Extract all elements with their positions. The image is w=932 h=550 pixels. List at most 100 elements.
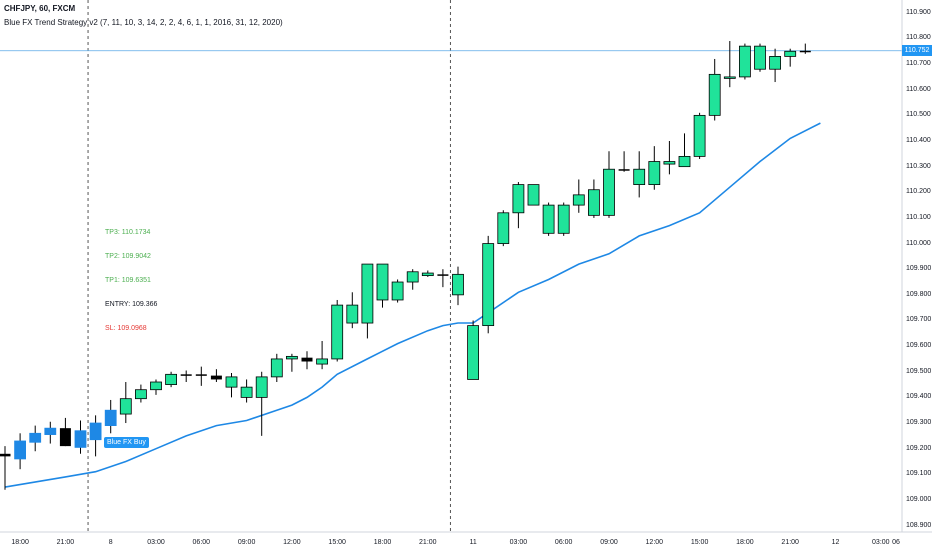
y-tick-label: 109.300	[906, 419, 932, 427]
candle	[482, 235, 495, 334]
candle-body	[572, 194, 585, 206]
x-tick-label: 09:00	[237, 539, 256, 546]
tp2-label: TP2: 109.9042	[105, 253, 151, 260]
candle	[44, 421, 57, 444]
candle-body	[678, 155, 691, 168]
candle-body	[769, 56, 781, 70]
candle	[406, 269, 419, 290]
candle	[708, 58, 721, 121]
candle-body	[89, 422, 102, 441]
x-tick-label: 06:00	[192, 539, 211, 546]
candle-body	[270, 358, 283, 378]
candle	[361, 263, 374, 339]
candle	[240, 379, 253, 403]
x-tick-label: 12	[831, 539, 840, 546]
candle	[633, 151, 646, 198]
candle-body	[391, 281, 404, 301]
candle-body	[346, 304, 359, 324]
y-tick-label: 110.200	[906, 188, 931, 196]
y-tick-label: 110.300	[906, 162, 931, 170]
candle-body	[301, 357, 313, 362]
candle	[180, 370, 192, 383]
y-tick-label: 109.500	[906, 367, 932, 375]
candle-body	[799, 50, 811, 53]
candle	[693, 112, 706, 159]
y-tick-label: 109.900	[906, 265, 932, 273]
candle	[195, 366, 207, 386]
tp1-label: TP1: 109.6351	[105, 277, 151, 284]
candle	[104, 399, 117, 434]
candle-body	[406, 271, 419, 283]
x-tick-label: 18:00	[373, 539, 392, 546]
x-tick-label: 11	[469, 539, 477, 546]
y-tick-label: 110.500	[906, 111, 931, 119]
y-tick-label: 109.700	[906, 316, 932, 324]
candle-body	[255, 376, 268, 398]
candle	[678, 133, 691, 168]
y-tick-label: 109.100	[906, 470, 932, 478]
candle-body	[165, 373, 178, 385]
candle-body	[195, 374, 207, 376]
candle-body	[603, 168, 615, 216]
candle-body	[331, 304, 344, 360]
x-tick-label: 03:00	[147, 539, 165, 546]
candle-body	[104, 409, 117, 426]
candle	[376, 263, 389, 308]
candle	[739, 43, 751, 80]
y-tick-label: 110.900	[906, 8, 931, 16]
candle-body	[723, 76, 736, 79]
candle	[437, 269, 449, 288]
y-tick-label: 109.200	[906, 444, 932, 452]
candle-body	[74, 430, 87, 448]
candle-body	[708, 73, 721, 116]
y-tick-label: 109.800	[906, 290, 932, 298]
candle	[527, 184, 540, 206]
candle	[316, 340, 329, 370]
candle	[452, 266, 464, 306]
session-breaks	[87, 0, 451, 532]
candle-body	[437, 274, 449, 276]
candle	[467, 320, 480, 380]
candle-body	[44, 427, 57, 435]
candle-body	[693, 114, 706, 157]
candle	[270, 353, 283, 383]
candle-body	[285, 355, 298, 360]
tp3-label: TP3: 110.1734	[105, 229, 151, 236]
candle-body	[527, 184, 540, 206]
candle	[89, 415, 102, 457]
y-tick-label: 110.800	[906, 34, 931, 42]
candle-body	[29, 432, 42, 443]
candle	[134, 384, 147, 403]
candle	[225, 373, 238, 398]
candle-body	[361, 263, 374, 324]
sl-label: SL: 109.0968	[105, 325, 147, 332]
candle-body	[316, 358, 329, 365]
candle-body	[119, 398, 132, 415]
x-tick-label: 15:00	[690, 539, 709, 546]
chart-symbol: CHFJPY, 60, FXCM	[4, 4, 76, 13]
y-tick-label: 108.900	[906, 521, 932, 529]
candle	[421, 270, 434, 277]
candle-body	[0, 453, 11, 457]
candle-body	[482, 243, 495, 327]
y-tick-label: 109.000	[906, 495, 932, 503]
candle	[618, 151, 630, 172]
buy-signal-label: Blue FX Buy	[104, 437, 149, 448]
candles	[0, 41, 811, 490]
candle-body	[663, 161, 676, 165]
candle-body	[542, 204, 555, 234]
y-tick-label: 110.000	[906, 239, 931, 247]
indicator-title: Blue FX Trend Strategy v2 (7, 11, 10, 3,…	[4, 18, 283, 27]
candle-body	[421, 272, 434, 277]
x-tick-label: 09:00	[600, 539, 618, 546]
candle	[588, 179, 600, 218]
candle-body	[14, 440, 27, 460]
x-tick-label: 21:00	[781, 539, 799, 546]
candle	[150, 379, 162, 395]
y-tick-label: 109.400	[906, 393, 932, 401]
candle-body	[739, 45, 751, 78]
candle-body	[512, 184, 525, 214]
candle	[663, 141, 676, 175]
x-tick-label: 18:00	[736, 539, 754, 546]
